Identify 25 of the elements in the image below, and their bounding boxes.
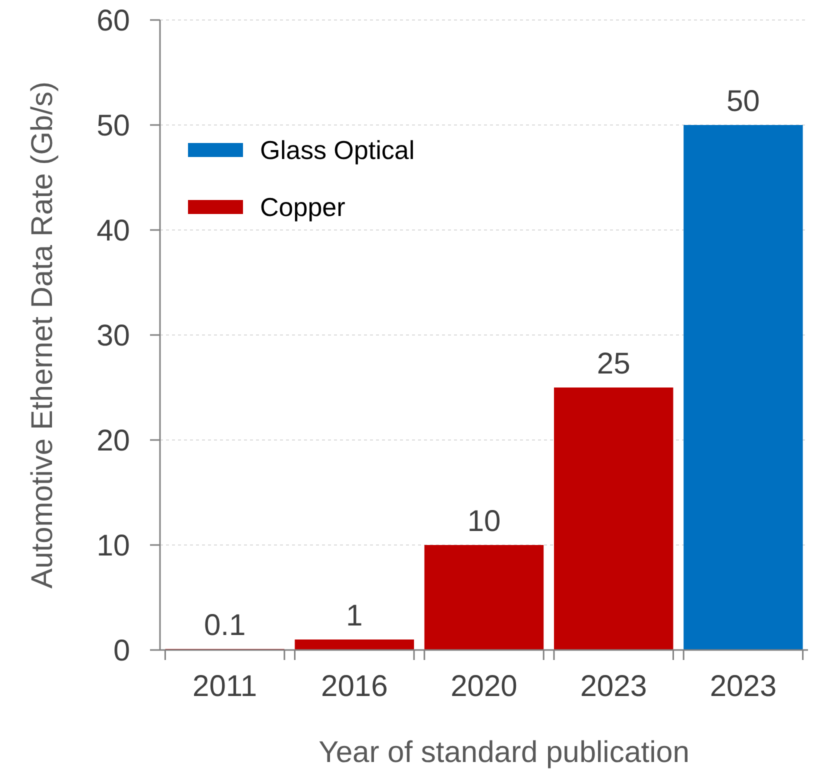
y-axis-title: Automotive Ethernet Data Rate (Gb/s): [26, 82, 59, 588]
legend-label: Glass Optical: [260, 135, 415, 166]
y-tick-label: 40: [96, 214, 130, 248]
x-tick-label: 2023: [580, 670, 647, 703]
y-tick-label: 50: [96, 110, 130, 142]
bar: [294, 640, 414, 650]
bar: [554, 388, 674, 650]
x-tick-label: 2023: [710, 670, 777, 703]
y-tick-label: 10: [96, 530, 130, 562]
x-tick-label: 2016: [321, 670, 388, 703]
data-label: 10: [467, 505, 501, 538]
data-label: 1: [346, 600, 363, 632]
bar: [424, 545, 544, 650]
y-tick-label: 30: [96, 320, 130, 352]
bar: [684, 125, 803, 650]
y-tick-label: 20: [96, 424, 130, 458]
x-tick-label: 2020: [450, 670, 518, 703]
data-label: 50: [726, 85, 760, 118]
data-label: 25: [596, 348, 630, 380]
x-axis-title: Year of standard publication: [318, 736, 690, 769]
legend-label: Copper: [260, 192, 346, 222]
data-label: 0.1: [204, 608, 246, 642]
y-tick-label: 60: [96, 4, 130, 38]
x-tick-label: 2011: [192, 670, 258, 703]
y-tick-label: 0: [113, 634, 130, 668]
